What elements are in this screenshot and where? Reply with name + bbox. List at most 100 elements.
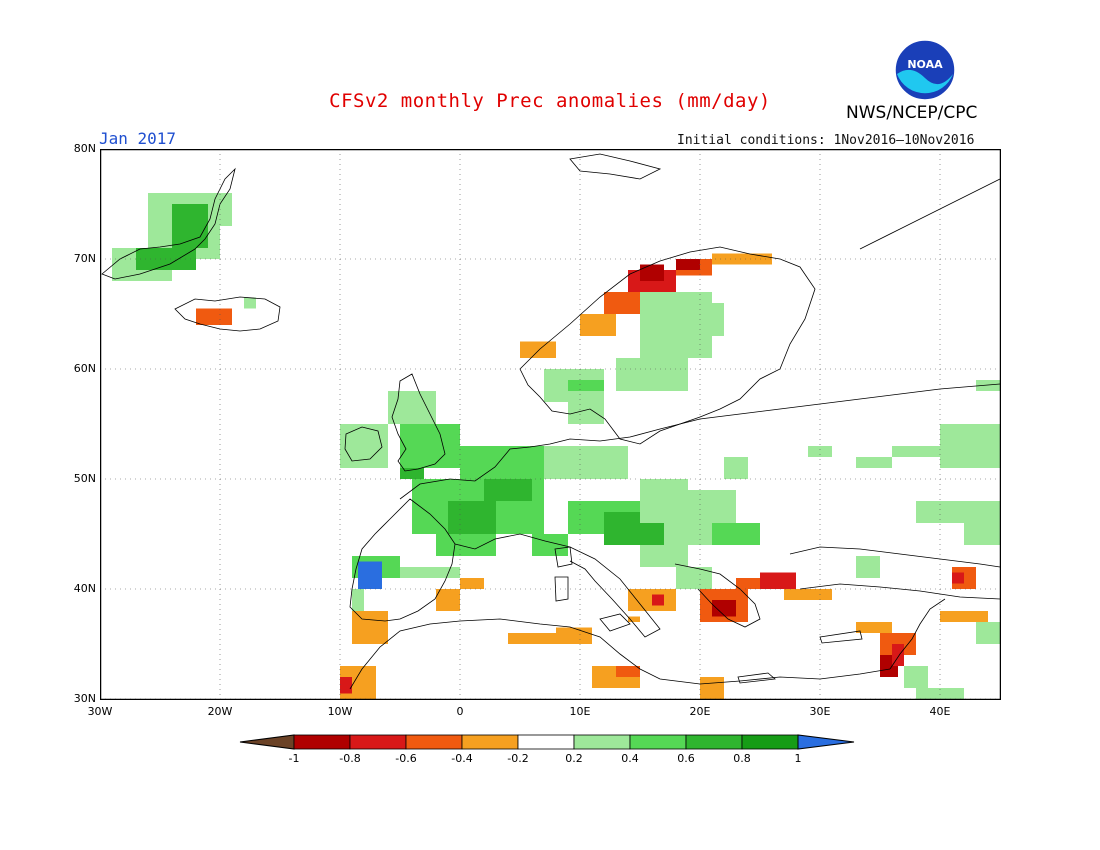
anomaly-cell	[808, 446, 832, 457]
anomaly-cell	[508, 633, 556, 644]
anomaly-cell	[760, 572, 796, 589]
anomaly-cell	[460, 578, 484, 589]
colorbar-tick-label: 1	[794, 752, 802, 765]
colorbar-tick-label: -0.8	[339, 752, 361, 765]
anomaly-cell	[400, 424, 460, 468]
anomaly-cell	[664, 523, 724, 545]
anomaly-cell	[580, 314, 616, 336]
anomaly-cell	[784, 589, 832, 600]
anomaly-cell	[856, 457, 892, 468]
colorbar-segment	[405, 734, 463, 750]
colorbar-tick-label: -0.2	[507, 752, 529, 765]
anomaly-cell	[676, 259, 700, 270]
anomaly-cell	[700, 677, 724, 699]
agency-label: NWS/NCEP/CPC	[846, 103, 978, 123]
anomaly-cell	[568, 380, 604, 391]
colorbar-min-triangle	[239, 734, 295, 750]
colorbar-segment	[293, 734, 351, 750]
anomaly-cell	[652, 594, 664, 606]
lat-label: 70N	[73, 252, 96, 265]
anomaly-cell	[904, 666, 928, 688]
anomaly-cells	[112, 193, 1000, 699]
lon-label: 20E	[689, 705, 711, 718]
anomaly-cell	[676, 567, 712, 589]
anomaly-cell	[976, 380, 1000, 391]
colorbar-segment	[349, 734, 407, 750]
anomaly-cell	[916, 688, 964, 699]
anomaly-cell	[340, 424, 388, 468]
anomaly-cell	[916, 501, 1000, 523]
anomaly-cell	[436, 534, 496, 556]
initial-conditions: Initial conditions: 1Nov2016–10Nov2016	[677, 133, 975, 148]
anomaly-cell	[340, 677, 352, 694]
anomaly-cell	[976, 622, 1000, 644]
colorbar-segment	[685, 734, 743, 750]
lat-label: 80N	[73, 142, 96, 155]
anomaly-cell	[940, 611, 988, 622]
anomaly-cell	[484, 479, 532, 501]
anomaly-cell	[544, 446, 628, 479]
anomaly-cell	[640, 479, 688, 490]
forecast-month: Jan 2017	[99, 129, 177, 148]
anomaly-cell	[400, 468, 424, 479]
anomaly-cell	[892, 644, 904, 666]
anomaly-cell	[688, 303, 724, 336]
anomaly-cell	[640, 264, 664, 281]
anomaly-cell	[640, 545, 688, 567]
anomaly-cell	[964, 523, 1000, 545]
lon-label: 30W	[87, 705, 113, 718]
colorbar-segment	[629, 734, 687, 750]
colorbar-tick-label: 0.8	[733, 752, 751, 765]
colorbar-tick-label: -0.4	[451, 752, 473, 765]
lon-label: 0	[456, 705, 464, 718]
anomaly-cell	[892, 446, 940, 457]
lat-label: 50N	[73, 472, 96, 485]
chart-title: CFSv2 monthly Prec anomalies (mm/day)	[329, 90, 771, 112]
anomaly-cell	[616, 666, 640, 677]
colorbar-segment	[461, 734, 519, 750]
lat-label: 60N	[73, 362, 96, 375]
anomaly-cell	[358, 561, 382, 589]
colorbar-max-triangle	[797, 734, 855, 750]
anomaly-cell	[856, 556, 880, 578]
anomaly-cell	[556, 627, 592, 644]
lon-label: 10E	[569, 705, 591, 718]
anomaly-cell	[712, 253, 772, 265]
anomaly-cell	[724, 457, 748, 479]
lon-label: 30E	[809, 705, 831, 718]
lon-label: 10W	[327, 705, 353, 718]
lat-label: 30N	[73, 692, 96, 705]
colorbar-tick-label: 0.6	[677, 752, 695, 765]
anomaly-cell	[712, 600, 736, 617]
anomaly-cell	[196, 308, 232, 325]
colorbar-tick-label: -1	[288, 752, 300, 765]
anomaly-cell	[952, 572, 964, 584]
anomaly-cell	[352, 589, 364, 611]
anomaly-cell	[640, 490, 736, 523]
anomaly-cell	[352, 611, 388, 622]
colorbar-tick-label: -0.6	[395, 752, 417, 765]
colorbar	[239, 734, 855, 750]
colorbar-tick-label: 0.4	[621, 752, 639, 765]
anomaly-cell	[448, 501, 496, 534]
precip-anomaly-map	[100, 149, 1001, 700]
noaa-logo-text: NOAA	[907, 58, 943, 71]
colorbar-tick-label: 0.2	[565, 752, 583, 765]
lat-label: 40N	[73, 582, 96, 595]
anomaly-cell	[712, 523, 760, 545]
anomaly-cell	[628, 616, 640, 622]
noaa-logo: NOAA	[894, 39, 956, 101]
anomaly-cell	[616, 358, 688, 391]
colorbar-segment	[573, 734, 631, 750]
colorbar-segment	[517, 734, 575, 750]
map-frame	[100, 149, 1001, 700]
anomaly-cell	[244, 297, 256, 309]
anomaly-cell	[436, 589, 460, 611]
lon-label: 40E	[929, 705, 951, 718]
anomaly-cell	[940, 424, 1000, 468]
anomaly-cell	[604, 292, 640, 314]
anomaly-cell	[520, 341, 556, 358]
lon-label: 20W	[207, 705, 233, 718]
anomaly-cell	[388, 391, 436, 424]
anomaly-cell	[352, 622, 388, 644]
